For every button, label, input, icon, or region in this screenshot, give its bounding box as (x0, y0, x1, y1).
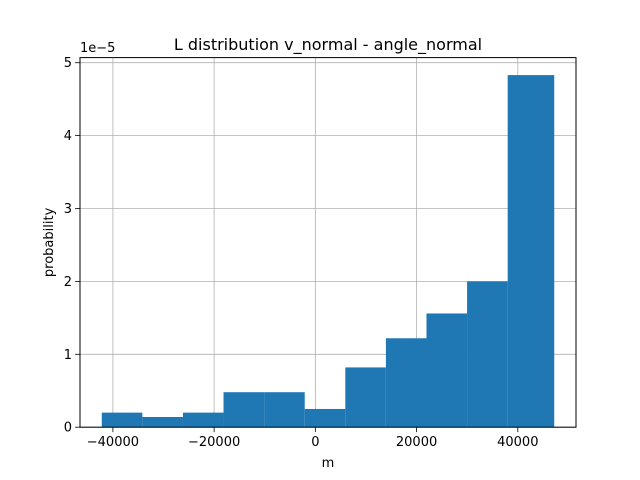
y-tick-label: 3 (64, 202, 72, 217)
x-tick-label: 0 (311, 435, 319, 450)
grid (80, 57, 576, 428)
histogram-bar (507, 75, 555, 428)
histogram-bar (142, 416, 183, 428)
histogram-bar (385, 338, 427, 428)
histogram-bar (182, 412, 224, 428)
x-axis-ticks: −40000 −20000 0 20000 40000 (87, 427, 538, 450)
histogram-bars (101, 75, 555, 428)
chart-title: L distribution v_normal - angle_normal (174, 35, 482, 55)
x-tick-label: −40000 (87, 435, 139, 450)
y-axis-ticks: 0 1 2 3 4 5 (64, 56, 80, 436)
x-tick-label: −20000 (188, 435, 240, 450)
histogram-bar (264, 392, 305, 428)
plot-frame (79, 57, 577, 428)
histogram-bar (223, 392, 265, 428)
histogram-bar (426, 313, 468, 428)
y-tick-label: 2 (64, 275, 72, 290)
y-tick-label: 0 (64, 421, 72, 436)
x-tick-label: 40000 (497, 435, 538, 450)
y-tick-label: 4 (64, 129, 72, 144)
x-axis-label: m (322, 456, 335, 471)
histogram-bar (467, 281, 508, 428)
y-tick-label: 1 (64, 348, 72, 363)
histogram-bar (345, 367, 386, 428)
y-axis-offset-label: 1e−5 (80, 41, 115, 56)
y-axis-label: probability (42, 207, 57, 277)
x-tick-label: 20000 (396, 435, 437, 450)
histogram-bar (101, 412, 143, 428)
histogram-bar (304, 408, 346, 428)
y-tick-label: 5 (64, 56, 72, 71)
